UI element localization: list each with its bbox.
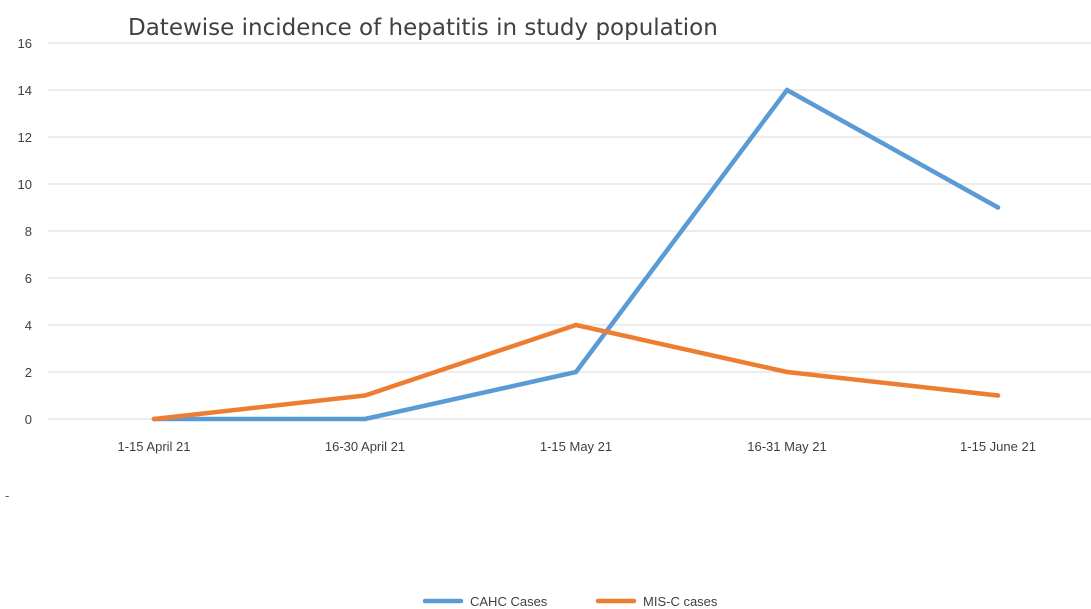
y-axis-tick-labels: 0 2 4 6 8 10 12 14 16: [18, 36, 32, 427]
data-point: [995, 205, 1001, 210]
y-tick-label: 6: [25, 271, 32, 286]
x-tick-label: 1-15 May 21: [540, 439, 612, 454]
y-tick-label: 16: [18, 36, 32, 51]
stray-dash-mark: -: [5, 488, 9, 503]
data-point: [573, 322, 579, 328]
series-lines: [151, 87, 1001, 422]
data-point: [362, 393, 368, 398]
y-tick-label: 2: [25, 365, 32, 380]
data-point: [784, 87, 790, 93]
gridlines: [48, 42, 1091, 420]
y-tick-label: 8: [25, 224, 32, 239]
y-tick-label: 12: [18, 130, 32, 145]
data-point: [573, 369, 579, 375]
series-line-1: [151, 87, 1001, 422]
chart-title: Datewise incidence of hepatitis in study…: [128, 15, 718, 41]
data-point: [151, 416, 157, 422]
x-tick-label: 16-30 April 21: [325, 439, 405, 454]
y-tick-label: 4: [25, 318, 32, 333]
x-tick-label: 1-15 June 21: [960, 439, 1036, 454]
data-point: [362, 416, 368, 422]
x-tick-label: 16-31 May 21: [747, 439, 827, 454]
y-tick-label: 0: [25, 412, 32, 427]
data-point: [784, 369, 790, 375]
legend-label: MIS-C cases: [643, 594, 718, 609]
x-axis-tick-labels: 1-15 April 21 16-30 April 21 1-15 May 21 16…: [118, 439, 1036, 454]
y-tick-label: 14: [18, 83, 32, 98]
legend-label: CAHC Cases: [470, 594, 548, 609]
data-point: [995, 393, 1001, 398]
y-tick-label: 10: [18, 177, 32, 192]
legend: CAHC Cases MIS-C cases: [422, 594, 718, 609]
x-tick-label: 1-15 April 21: [118, 439, 191, 454]
